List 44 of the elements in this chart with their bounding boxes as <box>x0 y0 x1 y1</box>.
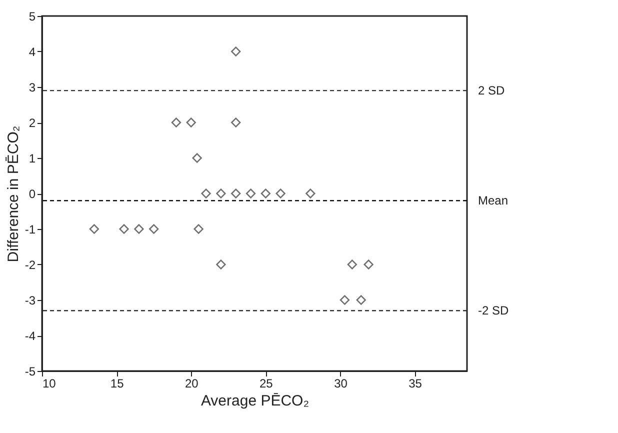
point <box>306 188 316 198</box>
point <box>246 188 256 198</box>
point <box>186 118 196 128</box>
y-tick-label: 4 <box>28 45 36 59</box>
point <box>364 260 374 270</box>
point <box>194 224 204 234</box>
y-tick-label: -4 <box>24 329 36 343</box>
point <box>276 188 286 198</box>
point <box>171 118 182 128</box>
point <box>356 295 366 305</box>
y-tick-label: 3 <box>28 80 36 94</box>
ref-line-label: Mean <box>478 194 508 208</box>
y-tick-label: 1 <box>28 152 36 166</box>
y-tick-label: -3 <box>24 294 36 308</box>
ref-line-label: -2 SD <box>478 304 510 318</box>
y-tick-label: -5 <box>24 364 36 378</box>
x-tick-label: 20 <box>184 376 199 390</box>
x-tick-label: 30 <box>334 376 348 390</box>
point <box>340 295 350 305</box>
x-tick-label: 10 <box>42 376 56 390</box>
point <box>192 153 202 163</box>
y-tick-label: -1 <box>24 222 36 236</box>
x-tick-label: 15 <box>110 376 124 390</box>
x-axis-title: Average PĒCO₂ <box>200 392 310 410</box>
point <box>119 224 129 234</box>
y-tick-label: 0 <box>28 187 36 201</box>
y-tick-label: 5 <box>28 10 36 24</box>
point <box>231 188 241 198</box>
y-tick-label: 2 <box>28 116 36 130</box>
point <box>89 224 100 234</box>
point <box>134 224 144 234</box>
point <box>231 46 241 56</box>
x-tick-label: 25 <box>260 376 274 390</box>
point <box>260 188 271 198</box>
point <box>231 118 241 128</box>
x-tick-label: 35 <box>408 376 422 390</box>
point <box>347 260 358 270</box>
ref-line-label: 2 SD <box>478 84 506 98</box>
point <box>149 224 159 234</box>
y-tick-label: -2 <box>24 258 36 272</box>
point <box>216 260 226 270</box>
y-axis-title: Difference in PĒCO₂ <box>4 126 22 262</box>
point <box>201 188 211 198</box>
point <box>216 188 226 198</box>
